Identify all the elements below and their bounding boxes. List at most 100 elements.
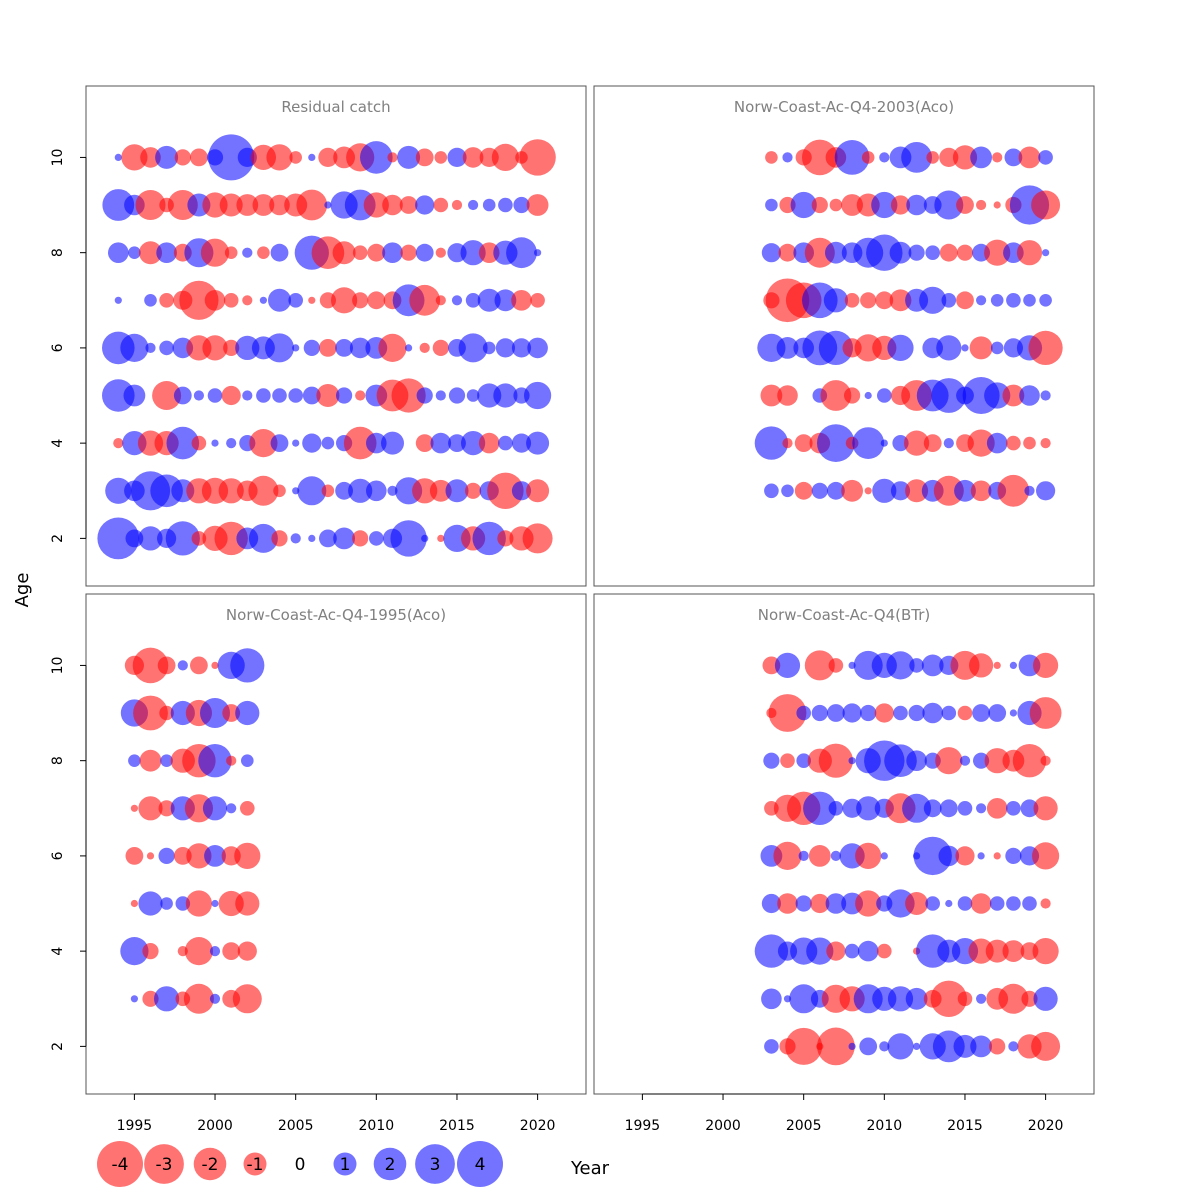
residual-bubble	[125, 529, 144, 548]
residual-bubble	[913, 836, 952, 876]
residual-bubble	[1042, 249, 1050, 257]
residual-bubble	[1005, 847, 1022, 865]
residual-bubble	[1021, 990, 1038, 1007]
residual-bubble	[433, 197, 449, 213]
panel-bubbles	[120, 647, 265, 1014]
residual-bubble	[156, 242, 177, 263]
residual-bubble	[860, 292, 877, 309]
residual-bubble	[908, 244, 925, 261]
residual-bubble	[984, 382, 1011, 409]
residual-bubble	[211, 661, 219, 670]
residual-bubble	[905, 479, 929, 503]
residual-bubble	[352, 245, 368, 260]
residual-bubble	[844, 943, 860, 959]
residual-bubble	[218, 478, 244, 504]
residual-bubble	[827, 704, 845, 722]
panel-title: Norw-Coast-Ac-Q4-2003(Aco)	[734, 98, 954, 116]
residual-bubble	[820, 380, 852, 411]
residual-bubble	[1006, 896, 1021, 911]
residual-bubble	[252, 194, 275, 216]
residual-bubble	[855, 842, 882, 870]
residual-bubble	[270, 243, 289, 262]
residual-bubble	[794, 434, 813, 452]
residual-bubble	[1018, 146, 1041, 169]
residual-bubble	[292, 439, 300, 447]
residual-bubble	[185, 890, 212, 917]
residual-bubble	[478, 432, 500, 454]
residual-bubble	[416, 387, 433, 404]
y-tick-label: 4	[50, 439, 66, 448]
residual-bubble	[817, 424, 855, 462]
residual-bubble	[778, 243, 797, 262]
residual-bubble	[828, 658, 844, 673]
residual-bubble	[113, 438, 124, 449]
residual-bubble	[296, 189, 328, 221]
x-tick-label: 2015	[947, 1118, 983, 1134]
residual-bubble	[248, 523, 278, 553]
legend-label: -2	[202, 1155, 219, 1175]
panel-bubbles	[97, 134, 556, 560]
residual-bubble	[435, 247, 446, 258]
residual-bubble	[782, 438, 793, 449]
residual-bubble	[871, 191, 898, 219]
residual-bubble	[953, 1034, 977, 1058]
residual-bubble	[939, 243, 958, 262]
residual-bubble	[226, 803, 237, 814]
residual-bubble	[382, 194, 403, 216]
residual-bubble	[976, 993, 987, 1004]
residual-bubble	[158, 800, 175, 817]
residual-bubble	[241, 754, 254, 767]
residual-bubble	[165, 521, 200, 556]
residual-bubble	[1023, 294, 1036, 307]
residual-bubble	[861, 151, 875, 164]
residual-bubble	[321, 436, 335, 450]
residual-bubble	[890, 195, 911, 215]
panel-title: Norw-Coast-Ac-Q4-1995(Aco)	[226, 606, 446, 624]
residual-bubble	[765, 151, 778, 164]
residual-bubble	[308, 296, 316, 304]
residual-bubble	[955, 846, 975, 866]
residual-bubble	[1031, 1031, 1061, 1061]
residual-bubble	[893, 705, 908, 721]
residual-bubble	[318, 147, 338, 167]
residual-bubble	[765, 198, 778, 212]
residual-bubble	[864, 487, 872, 495]
residual-bubble	[138, 891, 163, 916]
residual-bubble	[834, 140, 870, 175]
residual-bubble	[887, 334, 914, 361]
residual-bubble	[159, 705, 174, 721]
residual-bubble	[302, 386, 321, 405]
residual-bubble	[808, 845, 831, 867]
residual-bubble	[856, 796, 881, 821]
residual-bubble	[448, 434, 466, 452]
residual-bubble	[904, 430, 930, 456]
residual-bubble	[1031, 190, 1061, 220]
residual-bubble	[823, 288, 849, 313]
residual-bubble	[534, 249, 542, 257]
residual-bubble	[335, 481, 353, 500]
residual-bubble	[448, 387, 466, 404]
residual-bubble	[400, 244, 417, 261]
residual-bubble	[933, 475, 964, 506]
panel-4: Norw-Coast-Ac-Q4(BTr)	[593, 593, 1095, 1095]
panel-title: Norw-Coast-Ac-Q4(BTr)	[758, 606, 931, 624]
residual-bubble	[108, 242, 129, 263]
residual-bubble	[193, 390, 204, 401]
residual-bubble	[936, 335, 962, 361]
x-tick-label: 2005	[786, 1118, 822, 1134]
residual-bubble	[930, 980, 967, 1017]
residual-bubble	[990, 341, 1004, 355]
residual-bubble	[226, 755, 237, 766]
residual-bubble	[257, 246, 270, 259]
residual-bubble	[336, 387, 353, 404]
residual-bubble	[308, 534, 316, 543]
legend-bubble	[144, 1144, 184, 1184]
residual-bubble	[913, 1042, 921, 1050]
residual-bubble	[811, 704, 828, 722]
residual-bubble	[764, 483, 779, 499]
legend-bubble	[415, 1144, 455, 1184]
residual-bubble	[972, 704, 990, 722]
residual-bubble	[219, 193, 243, 217]
residual-bubble	[795, 895, 812, 912]
x-axis-title: Year	[570, 1158, 610, 1179]
